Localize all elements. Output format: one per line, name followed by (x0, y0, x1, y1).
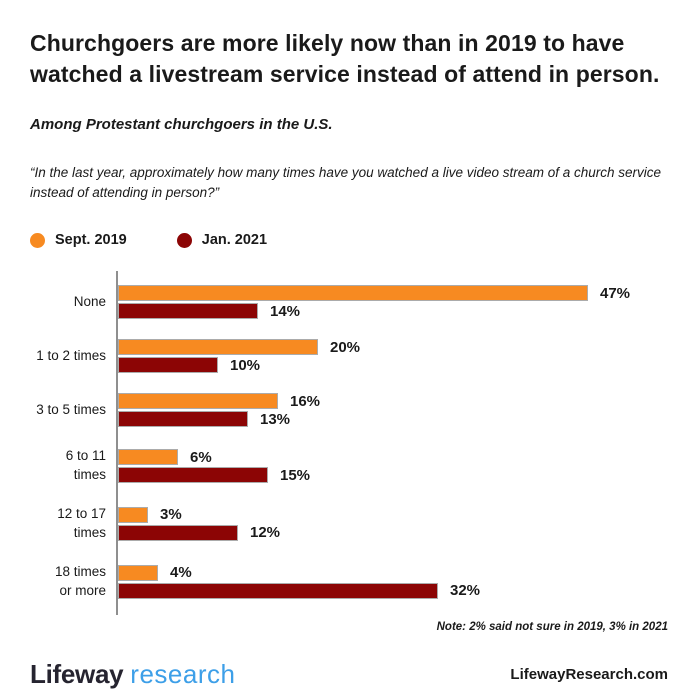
bar-row: 20% (118, 338, 361, 356)
legend-item-2019: Sept. 2019 (30, 232, 127, 248)
bar-row: 14% (118, 302, 630, 320)
value-label: 15% (280, 466, 311, 484)
chart-group: 3 to 5 times 16% 13% (30, 392, 668, 428)
legend-label: Jan. 2021 (201, 232, 268, 249)
value-label: 32% (450, 582, 481, 600)
legend-dot (176, 232, 192, 248)
bar-pair: 6% 15% (116, 448, 311, 484)
bar-2021 (118, 357, 218, 374)
value-label: 14% (270, 302, 301, 320)
bar-row: 15% (118, 466, 311, 484)
category-label: 18 times or more (54, 563, 106, 598)
bar-row: 12% (118, 524, 281, 542)
bar-chart: None 47% 14% 1 to 2 times 20% 10% 3 to 5 times… (30, 271, 668, 615)
bar-row: 13% (118, 410, 320, 428)
bar-2021 (118, 411, 248, 428)
value-label: 4% (170, 564, 192, 582)
bar-pair: 47% 14% (116, 284, 631, 320)
lifeway-research-logo: Lifeway research (30, 659, 235, 690)
chart-group: 18 times or more 4% 32% (30, 563, 668, 601)
footer: Lifeway research LifewayResearch.com (30, 659, 668, 690)
page-title: Churchgoers are more likely now than in … (30, 30, 660, 87)
chart-group: 6 to 11 times 6% 15% (30, 447, 668, 485)
logo-secondary-text: research (130, 658, 236, 689)
category-label: 1 to 2 times (36, 347, 106, 363)
bar-row: 4% (118, 564, 480, 582)
category-label: 12 to 17 times (57, 506, 106, 540)
legend-label: Sept. 2019 (55, 232, 127, 249)
category-label: 6 to 11 times (65, 448, 106, 483)
bar-pair: 16% 13% (116, 392, 321, 428)
logo-primary-text: Lifeway (30, 658, 124, 689)
bar-pair: 3% 12% (116, 506, 281, 542)
bar-pair: 4% 32% (116, 564, 481, 600)
category-label: 3 to 5 times (36, 401, 106, 417)
bar-2021 (118, 467, 268, 484)
bar-2019 (118, 285, 588, 302)
bar-row: 47% (118, 284, 631, 302)
chart-legend: Sept. 2019 Jan. 2021 (30, 232, 668, 248)
value-label: 10% (230, 356, 261, 374)
chart-group: 1 to 2 times 20% 10% (30, 338, 668, 374)
legend-item-2021: Jan. 2021 (176, 232, 268, 249)
chart-group: None 47% 14% (30, 284, 668, 320)
bar-2021 (118, 524, 238, 541)
value-label: 3% (160, 506, 182, 524)
bar-2019 (118, 506, 148, 523)
bar-2019 (118, 564, 158, 581)
bar-row: 6% (118, 448, 310, 466)
bar-row: 3% (118, 506, 280, 524)
value-label: 47% (600, 284, 631, 302)
value-label: 12% (250, 524, 281, 542)
bar-2021 (118, 303, 258, 320)
footnote: Note: 2% said not sure in 2019, 3% in 20… (436, 620, 668, 633)
value-label: 6% (190, 448, 212, 466)
bar-2019 (118, 393, 278, 410)
bar-pair: 20% 10% (116, 338, 361, 374)
category-label: None (73, 293, 106, 309)
chart-rows: None 47% 14% 1 to 2 times 20% 10% 3 to 5 times… (30, 285, 668, 600)
subtitle: Among Protestant churchgoers in the U.S. (30, 116, 333, 134)
value-label: 13% (260, 410, 291, 428)
legend-dot (30, 232, 45, 248)
y-axis-line (116, 271, 118, 615)
bar-row: 10% (118, 356, 360, 374)
bar-2021 (118, 582, 438, 599)
bar-2019 (118, 339, 318, 356)
bar-2019 (118, 449, 178, 466)
value-label: 16% (290, 392, 321, 410)
bar-row: 32% (118, 582, 481, 600)
chart-group: 12 to 17 times 3% 12% (30, 505, 668, 543)
website-url: LifewayResearch.com (510, 665, 668, 683)
survey-question: “In the last year, approximately how man… (30, 165, 662, 200)
value-label: 20% (330, 338, 361, 356)
bar-row: 16% (118, 392, 321, 410)
